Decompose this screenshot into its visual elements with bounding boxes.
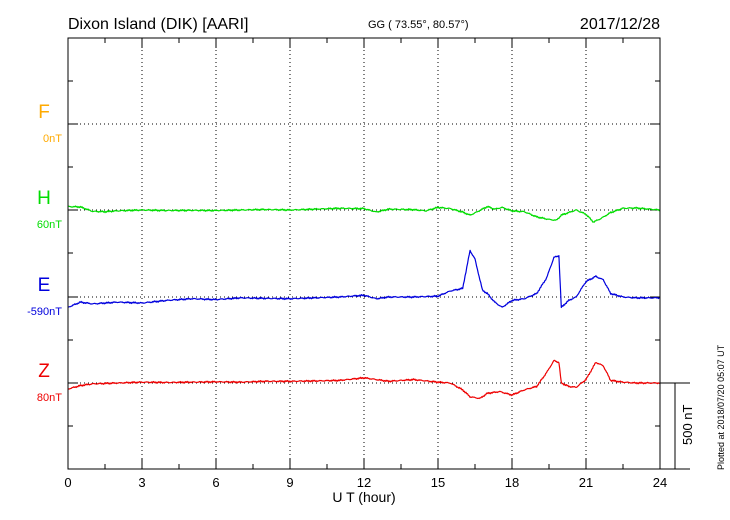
component-label-h: H <box>37 188 51 209</box>
plot-date: 2017/12/28 <box>580 16 660 33</box>
series-line-e <box>67 249 661 309</box>
x-axis-ticks: 0 3 6 9 12 15 18 21 24 <box>64 38 667 490</box>
series-line-z <box>67 359 661 400</box>
x-tick-label: 21 <box>579 475 593 490</box>
series-line-h <box>68 205 661 223</box>
x-tick-label: 18 <box>505 475 519 490</box>
x-tick-label: 3 <box>138 475 145 490</box>
x-tick-label: 15 <box>431 475 445 490</box>
x-tick-label: 12 <box>357 475 371 490</box>
geographic-coords: GG ( 73.55°, 80.57°) <box>368 19 469 31</box>
x-axis-title: U T (hour) <box>332 489 395 505</box>
x-tick-label: 0 <box>64 475 71 490</box>
station-title: Dixon Island (DIK) [AARI] <box>68 16 249 33</box>
component-baseline-h: 60nT <box>37 219 62 231</box>
x-tick-label: 6 <box>212 475 219 490</box>
component-label-z: Z <box>38 361 50 382</box>
x-tick-label: 9 <box>286 475 293 490</box>
component-baseline-e: -590nT <box>27 306 62 318</box>
grid <box>141 38 587 469</box>
component-label-e: E <box>38 275 51 296</box>
x-tick-label: 24 <box>653 475 667 490</box>
component-baseline-z: 80nT <box>37 392 62 404</box>
data-series <box>67 205 661 400</box>
component-baseline-f: 0nT <box>43 133 62 145</box>
component-label-f: F <box>38 102 50 123</box>
scale-bar: 500 nT <box>660 382 695 470</box>
plotted-at-note: Plotted at 2018/07/20 05:07 UT <box>716 344 726 470</box>
scale-bar-label: 500 nT <box>680 404 695 445</box>
component-labels: F 0nT H 60nT E -590nT Z 80nT <box>27 102 62 404</box>
